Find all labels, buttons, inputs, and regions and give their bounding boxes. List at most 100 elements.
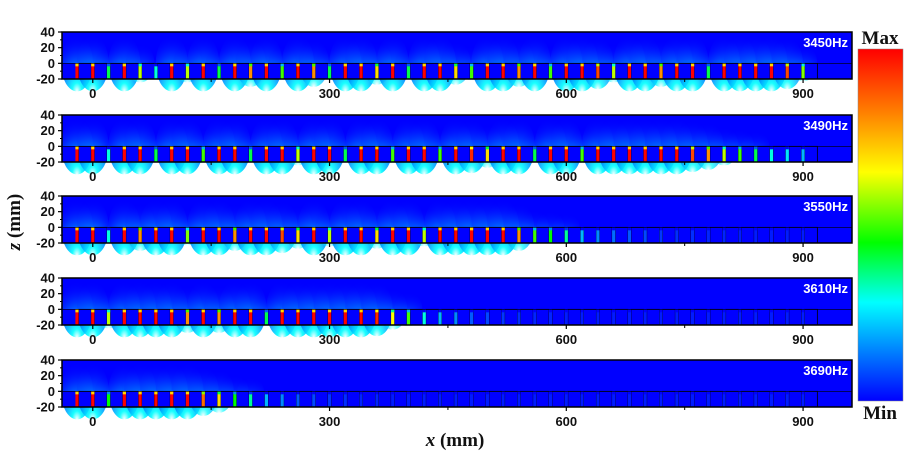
slot-top-mark bbox=[612, 63, 616, 67]
slot-top-mark bbox=[769, 391, 774, 395]
slot-top-mark bbox=[359, 146, 363, 150]
slot-field-mark bbox=[375, 391, 379, 407]
slot-field-mark bbox=[596, 309, 600, 325]
slot-field-mark bbox=[738, 146, 742, 162]
slot-top-mark bbox=[485, 146, 489, 150]
slot-field-mark bbox=[769, 63, 774, 79]
slot-field-mark bbox=[643, 227, 647, 243]
slot-field-mark bbox=[138, 227, 142, 243]
slot-top-mark bbox=[138, 227, 142, 231]
slot-top-mark bbox=[106, 309, 111, 313]
slot-field-mark bbox=[422, 309, 426, 325]
slot-field-mark bbox=[485, 227, 489, 243]
slot-top-mark bbox=[754, 227, 758, 231]
slot-field-mark bbox=[659, 146, 663, 162]
frequency-label: 3690Hz bbox=[803, 363, 848, 378]
x-tick-label: 0 bbox=[89, 250, 96, 265]
x-tick-label: 0 bbox=[89, 169, 96, 184]
slot-top-mark bbox=[470, 63, 474, 67]
slot-top-mark bbox=[280, 227, 284, 231]
slot-top-mark bbox=[359, 391, 363, 395]
slot-top-mark bbox=[501, 146, 505, 150]
x-tick-label: 300 bbox=[319, 86, 341, 101]
slot-top-mark bbox=[675, 146, 679, 150]
y-tick-label: -20 bbox=[36, 400, 55, 415]
colorbar-min-label: Min bbox=[863, 403, 897, 424]
slot-field-mark bbox=[675, 63, 679, 79]
slot-field-mark bbox=[564, 63, 568, 79]
slot-field-mark bbox=[75, 227, 79, 243]
slot-field-mark bbox=[470, 309, 474, 325]
x-axis-var: x bbox=[425, 430, 436, 451]
slot-field-mark bbox=[454, 63, 458, 79]
slot-field-mark bbox=[185, 63, 190, 79]
y-tick-label: 20 bbox=[41, 123, 55, 138]
slot-field-mark bbox=[233, 227, 237, 243]
slot-top-mark bbox=[233, 391, 237, 395]
y-tick-label: -20 bbox=[36, 318, 55, 333]
slot-top-mark bbox=[327, 309, 332, 313]
slot-field-mark bbox=[138, 309, 142, 325]
slot-field-mark bbox=[706, 309, 710, 325]
slot-field-mark bbox=[249, 309, 253, 325]
slot-field-mark bbox=[91, 146, 95, 162]
x-tick-label: 0 bbox=[89, 414, 96, 429]
slot-top-mark bbox=[485, 309, 489, 313]
slot-field-mark bbox=[359, 309, 363, 325]
slot-field-mark bbox=[106, 146, 111, 162]
slot-top-mark bbox=[422, 63, 426, 67]
slot-top-mark bbox=[533, 63, 537, 67]
colorbar: Max Min bbox=[857, 28, 904, 424]
slot-top-mark bbox=[406, 63, 411, 67]
slot-top-mark bbox=[91, 309, 95, 313]
slot-top-mark bbox=[612, 309, 616, 313]
slot-field-mark bbox=[406, 63, 411, 79]
slot-field-mark bbox=[454, 146, 458, 162]
slot-top-mark bbox=[517, 391, 521, 395]
frequency-label: 3490Hz bbox=[803, 118, 848, 133]
slot-top-mark bbox=[170, 309, 174, 313]
slot-field-mark bbox=[533, 391, 537, 407]
slot-top-mark bbox=[391, 63, 395, 67]
slot-top-mark bbox=[280, 146, 284, 150]
slot-top-mark bbox=[454, 146, 458, 150]
slot-field-mark bbox=[754, 146, 758, 162]
slot-top-mark bbox=[643, 309, 647, 313]
slot-field-mark bbox=[91, 309, 95, 325]
y-tick-label: 0 bbox=[48, 302, 55, 317]
slot-top-mark bbox=[185, 227, 190, 231]
slot-field-mark bbox=[501, 227, 505, 243]
slot-top-mark bbox=[501, 63, 505, 67]
slot-field-mark bbox=[706, 227, 710, 243]
slot-top-mark bbox=[785, 391, 789, 395]
slot-top-mark bbox=[359, 309, 363, 313]
slot-top-mark bbox=[580, 63, 584, 67]
slot-top-mark bbox=[454, 63, 458, 67]
slot-field-mark bbox=[280, 309, 284, 325]
slot-top-mark bbox=[659, 227, 663, 231]
slot-top-mark bbox=[185, 391, 190, 395]
slot-field-mark bbox=[391, 391, 395, 407]
slot-field-mark bbox=[501, 391, 505, 407]
slot-top-mark bbox=[406, 146, 411, 150]
slot-top-mark bbox=[548, 146, 553, 150]
slot-top-mark bbox=[485, 63, 489, 67]
slot-top-mark bbox=[548, 391, 553, 395]
slot-field-mark bbox=[391, 146, 395, 162]
slot-top-mark bbox=[769, 63, 774, 67]
slot-field-mark bbox=[185, 309, 190, 325]
slot-field-mark bbox=[359, 227, 363, 243]
slot-top-mark bbox=[533, 309, 537, 313]
slot-top-mark bbox=[201, 146, 205, 150]
y-tick-label: 20 bbox=[41, 368, 55, 383]
slot-field-mark bbox=[785, 63, 789, 79]
slot-top-mark bbox=[327, 63, 332, 67]
slot-field-mark bbox=[596, 63, 600, 79]
slot-field-mark bbox=[406, 146, 411, 162]
slot-top-mark bbox=[769, 146, 774, 150]
slot-top-mark bbox=[517, 63, 521, 67]
x-tick-label: 300 bbox=[319, 250, 341, 265]
slot-top-mark bbox=[312, 309, 316, 313]
slot-field-mark bbox=[91, 391, 95, 407]
slot-field-mark bbox=[722, 309, 726, 325]
